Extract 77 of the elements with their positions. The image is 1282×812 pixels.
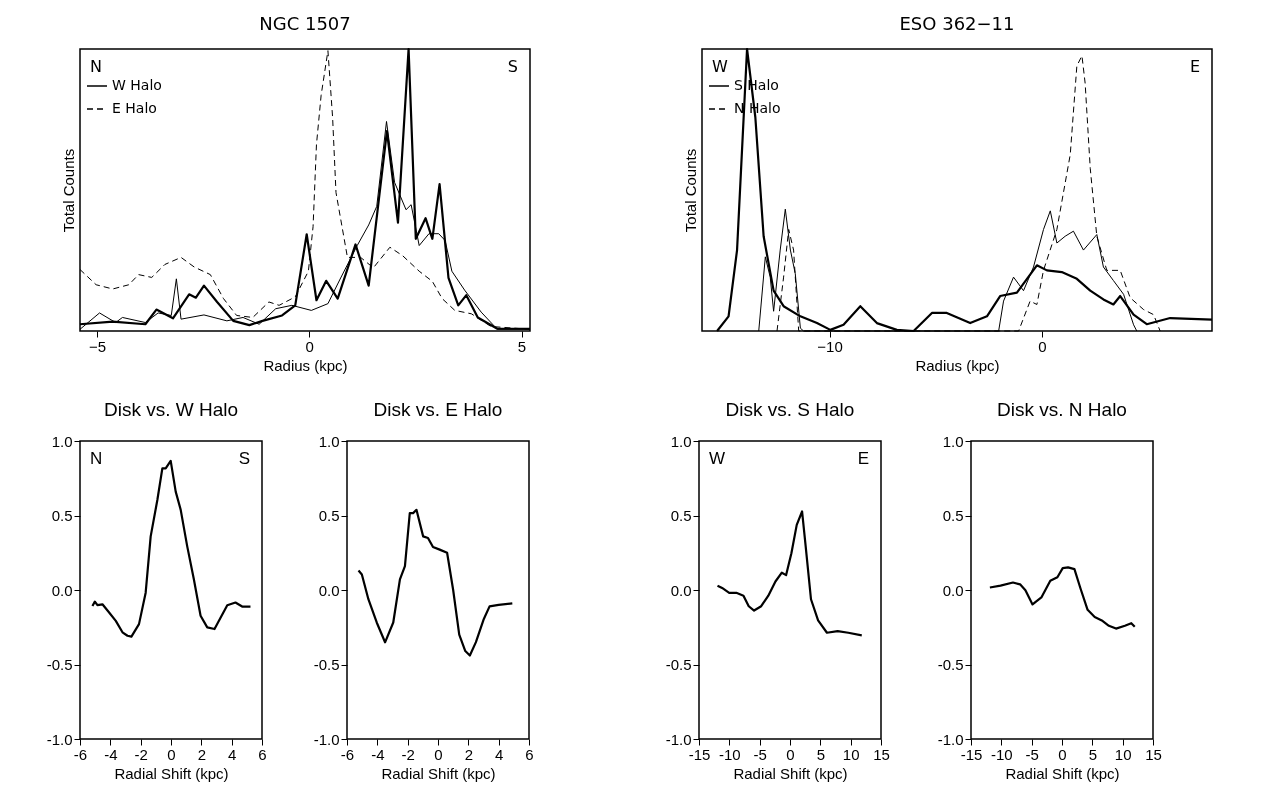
x-tick-label: 6 [525, 745, 534, 763]
y-tick-label: -0.5 [937, 656, 964, 673]
x-tick-label: 5 [517, 337, 527, 355]
x-tick-label: -2 [401, 745, 415, 763]
x-tick-label: 0 [1058, 745, 1067, 763]
x-tick-label: 6 [258, 745, 267, 763]
x-tick-label: 0 [786, 745, 795, 763]
x-tick-label: -5 [753, 745, 767, 763]
x-tick-label: 0 [434, 745, 443, 763]
annotation: E [1189, 57, 1200, 76]
y-tick-label: 1.0 [51, 432, 73, 450]
x-tick-label: 5 [1088, 745, 1098, 763]
chart-title: Disk vs. W Halo [103, 399, 239, 420]
x-tick-label: −5 [88, 337, 107, 355]
y-tick-label: -0.5 [665, 656, 692, 673]
x-tick-label: 10 [1114, 745, 1132, 763]
x-tick-label: 15 [1145, 745, 1162, 763]
chart-title: Disk vs. E Halo [373, 399, 503, 420]
y-tick-label: -1.0 [937, 730, 964, 748]
y-axis-title: Total Counts [681, 148, 699, 233]
legend-label: W Halo [112, 77, 162, 93]
chart-title: Disk vs. N Halo [997, 399, 1127, 420]
x-tick-label: 0 [1038, 337, 1047, 355]
y-tick-label: 1.0 [318, 432, 340, 450]
annotation: S [238, 449, 250, 468]
x-tick-label: -6 [73, 745, 88, 763]
x-axis-title: Radial Shift (kpc) [1005, 764, 1120, 782]
x-axis-title: Radius (kpc) [915, 356, 1000, 374]
y-tick-label: 0.0 [670, 581, 692, 599]
x-tick-label: 10 [842, 745, 860, 763]
x-tick-label: 0 [167, 745, 176, 763]
y-tick-label: 0.5 [318, 507, 340, 524]
y-tick-label: 0.0 [942, 581, 964, 599]
x-tick-label: 15 [873, 745, 890, 763]
y-tick-label: 0.5 [670, 507, 692, 524]
y-tick-label: 0.0 [318, 581, 340, 599]
annotation: W [709, 449, 726, 468]
x-tick-label: 2 [197, 745, 207, 763]
x-axis-title: Radial Shift (kpc) [114, 764, 229, 782]
x-tick-label: -5 [1025, 745, 1039, 763]
y-axis-title: Total Counts [59, 148, 77, 233]
y-tick-label: -1.0 [313, 730, 340, 748]
x-tick-label: -15 [960, 745, 983, 763]
y-tick-label: -0.5 [46, 656, 73, 673]
chart-title: Disk vs. S Halo [725, 399, 855, 420]
x-tick-label: -2 [134, 745, 148, 763]
x-tick-label: -15 [688, 745, 711, 763]
x-tick-label: -10 [990, 745, 1013, 763]
chart-title: ESO 362−11 [899, 12, 1015, 34]
x-tick-label: -4 [371, 745, 385, 763]
x-tick-label: 0 [305, 337, 314, 355]
annotation: N [90, 57, 102, 76]
x-tick-label: -10 [718, 745, 741, 763]
x-tick-label: 4 [227, 745, 237, 763]
x-axis-title: Radial Shift (kpc) [733, 764, 848, 782]
y-tick-label: 1.0 [670, 432, 692, 450]
x-tick-label: 2 [464, 745, 474, 763]
y-tick-label: 1.0 [942, 432, 964, 450]
y-tick-label: 0.5 [942, 507, 964, 524]
y-tick-label: 0.0 [51, 581, 73, 599]
y-tick-label: -1.0 [665, 730, 692, 748]
x-axis-title: Radial Shift (kpc) [381, 764, 496, 782]
annotation: W [712, 57, 728, 76]
annotation: N [90, 449, 103, 468]
x-axis-title: Radius (kpc) [263, 356, 348, 374]
x-tick-label: 4 [494, 745, 504, 763]
annotation: S [507, 57, 518, 76]
y-tick-label: -0.5 [313, 656, 340, 673]
legend-label: E Halo [112, 100, 157, 116]
annotation: E [857, 449, 869, 468]
y-tick-label: 0.5 [51, 507, 73, 524]
y-tick-label: -1.0 [46, 730, 73, 748]
x-tick-label: −10 [817, 337, 843, 355]
x-tick-label: -4 [104, 745, 118, 763]
chart-title: NGC 1507 [259, 12, 351, 34]
x-tick-label: -6 [340, 745, 355, 763]
x-tick-label: 5 [816, 745, 826, 763]
